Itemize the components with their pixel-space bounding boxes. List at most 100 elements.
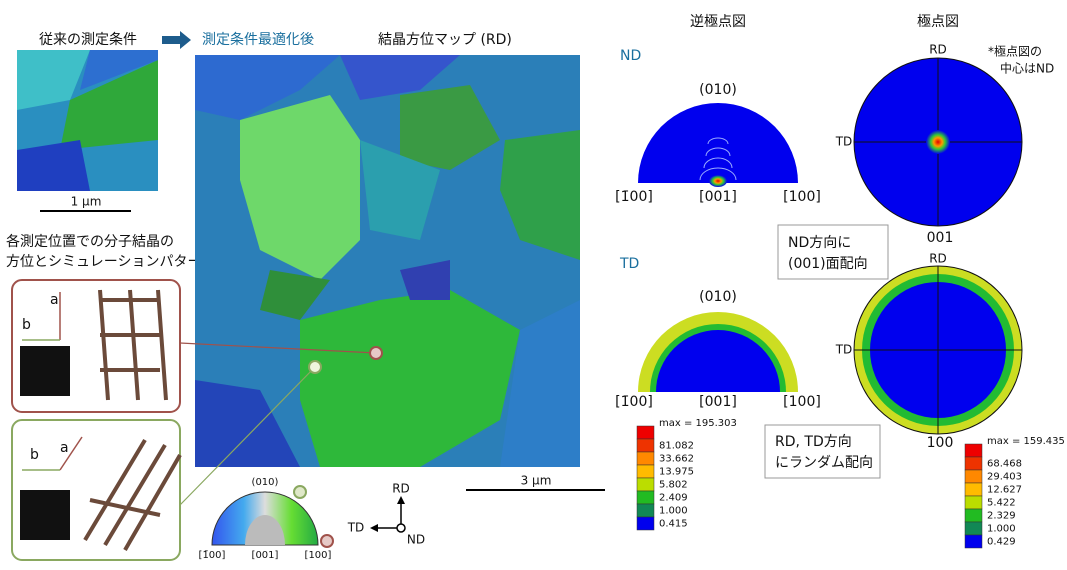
legend-swatch [636,438,655,453]
legend-max: max = 159.435 [987,436,1065,447]
ipf-label: [1̄00] [615,189,653,205]
axis-label: a [50,292,59,308]
legend-value: 33.662 [659,454,694,465]
legend-swatch [964,508,983,523]
grain [360,140,440,240]
key-label: [1̄00] [199,550,226,561]
key-marker [293,485,307,499]
legend-swatch [636,451,655,466]
legend-value: 0.415 [659,519,688,530]
ipf-ring [699,137,737,181]
grain [240,95,360,280]
optimized-label: 測定条件最適化後 [202,31,314,48]
arrow [162,31,191,49]
legend-swatch [636,516,655,531]
legends: max = 195.303 81.082 33.662 13.975 5.802 2.40… [636,418,1065,549]
row-label: ND [620,48,641,64]
ipf-label: [001] [699,189,737,205]
callout-text: (001)面配向 [788,256,868,272]
grain [260,270,330,320]
conventional-label: 従来の測定条件 [39,31,137,48]
legend-value: 2.329 [987,511,1016,522]
legend-value: 5.422 [987,498,1016,509]
map-title: 結晶方位マップ (RD) [378,32,512,48]
small-grain [60,60,158,150]
legend-value: 12.627 [987,485,1022,496]
ipf-label: (010) [699,289,737,305]
caption-line: 各測定位置での分子結晶の [6,234,174,250]
legend-value: 13.975 [659,467,694,478]
grain [500,300,580,467]
legend-swatch [964,495,983,510]
callout-text: にランダム配向 [775,455,873,471]
caption-line: 方位とシミュレーションパターン [6,254,215,270]
panel-2: a b [11,419,182,561]
legend-max: max = 195.303 [659,418,737,429]
ipf-core [656,330,780,392]
callout-text: RD, TD方向 [775,434,852,450]
ipf-label: [100] [783,189,821,205]
key-marker [320,534,334,548]
scale-label: 3 µm [521,474,552,488]
axis-dot [396,523,406,533]
arrowhead [370,524,378,532]
grain [400,85,500,170]
key-label: [100] [305,550,332,561]
legend-swatch [964,534,983,549]
ipf-label: [001] [699,394,737,410]
axis-label: RD [392,482,410,496]
legend-value: 81.082 [659,441,694,452]
legend-swatch [636,425,655,440]
pf-label: 100 [927,435,954,451]
pf-label: TD [835,135,853,149]
small-grain [80,50,158,90]
ipf-label: (010) [699,82,737,98]
legend-value: 29.403 [987,472,1022,483]
scale-label: 1 µm [71,195,102,209]
pattern [20,346,70,396]
legend-value: 1.000 [987,524,1016,535]
ipf-title: 逆極点図 [690,14,746,30]
point-marker [369,346,383,360]
panel-1: a b [11,279,181,413]
legend-value: 2.409 [659,493,688,504]
color-key-center [245,515,285,545]
legend-swatch [964,443,983,458]
pointer-line [179,342,377,354]
legend-swatch [636,477,655,492]
grain [400,260,450,300]
pf-label: 001 [927,230,954,246]
legend-swatch [964,482,983,497]
pf-label: RD [929,43,947,57]
small-grain [17,140,90,191]
pointer-line [179,366,316,506]
legend-swatch [964,456,983,471]
legend-swatch [964,469,983,484]
axis-label: b [22,317,31,333]
ipf-label: [100] [783,394,821,410]
note: 中心はND [1000,61,1054,76]
key-label: [001] [252,550,279,561]
key-label: (010) [252,477,279,488]
pf-label: RD [929,252,947,266]
pattern [20,490,70,540]
axis-label: b [30,447,39,463]
note: *極点図の [988,45,1042,59]
ipf-label: [1̄00] [615,394,653,410]
orientation-map [195,55,580,467]
row-label: TD [619,256,639,272]
callout [777,224,889,280]
legend-swatch [636,490,655,505]
point-marker [308,360,322,374]
legend-value: 5.802 [659,480,688,491]
legend-swatch [964,521,983,536]
axis-label: ND [407,533,425,547]
pf-title: 極点図 [917,14,959,30]
callout-text: ND方向に [788,235,851,251]
legend-value: 0.429 [987,537,1016,548]
pf-peak [926,130,950,154]
ipf-plot [638,103,798,183]
